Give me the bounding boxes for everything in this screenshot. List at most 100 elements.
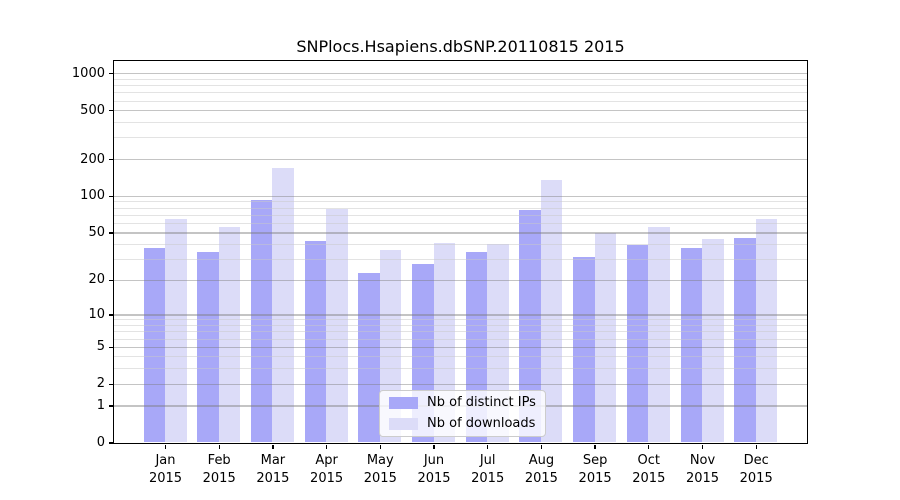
bar-distinct-ips-dec [734,237,756,443]
bar-downloads-dec [755,218,778,443]
gridline-100 [113,195,807,198]
gridline-2 [113,383,807,385]
x-tick-label-jan: Jan 2015 [148,453,183,486]
y-tick-label-1000: 1000 [71,65,105,81]
bar-distinct-ips-aug [519,210,541,443]
minor-gridline-70 [113,214,807,216]
minor-gridline-60 [113,222,807,224]
x-tick-mark-mar [272,444,274,449]
bar-distinct-ips-apr [304,241,327,443]
minor-gridline-3 [113,368,807,370]
y-tick-mark-0 [109,442,114,444]
chart-title: SNPlocs.Hsapiens.dbSNP.20110815 2015 [296,37,625,56]
bar-downloads-nov [702,239,724,443]
minor-gridline-40 [113,244,807,246]
bar-downloads-sep [594,233,617,443]
bar-downloads-jan [165,218,187,443]
bar-distinct-ips-oct [626,245,649,443]
y-tick-mark-20 [109,279,114,281]
bar-downloads-feb [218,227,241,443]
minor-gridline-400 [113,122,807,124]
x-tick-label-apr: Apr 2015 [310,453,344,486]
bar-downloads-oct [648,227,670,443]
gridline-500 [113,110,807,112]
gridline-50 [113,232,807,234]
x-tick-mark-dec [755,444,757,449]
y-tick-mark-500 [109,110,114,112]
minor-gridline-800 [113,85,807,87]
minor-gridline-4 [113,356,807,358]
minor-gridline-80 [113,207,807,209]
x-tick-mark-may [379,444,381,449]
gridline-10 [113,314,807,316]
gridline-5 [113,346,807,348]
y-tick-mark-5 [109,346,114,348]
y-tick-label-0: 0 [96,435,105,450]
legend-label-distinct-ips: Nb of distinct IPs [427,395,536,410]
gridline-200 [113,159,807,161]
legend-label-downloads: Nb of downloads [427,416,536,431]
x-tick-label-aug: Aug 2015 [524,453,558,486]
x-tick-mark-oct [648,444,650,449]
minor-gridline-900 [113,78,807,80]
y-tick-mark-200 [109,158,114,161]
y-tick-label-1: 1 [96,397,105,413]
bar-distinct-ips-jan [143,248,165,443]
y-tick-label-100: 100 [80,188,105,204]
bar-distinct-ips-may [358,272,380,443]
x-tick-label-mar: Mar 2015 [256,453,290,486]
bar-downloads-mar [272,167,294,443]
y-tick-label-5: 5 [96,339,105,355]
x-tick-mark-jun [433,444,435,449]
legend-item-downloads: Nb of downloads [380,416,545,433]
y-tick-mark-10 [109,314,114,316]
y-tick-label-500: 500 [80,102,105,118]
y-tick-mark-2 [109,383,114,385]
x-tick-label-sep: Sep 2015 [578,453,612,486]
bar-distinct-ips-nov [680,248,702,443]
x-tick-label-may: May 2015 [363,453,397,486]
minor-gridline-90 [113,201,807,203]
minor-gridline-9 [113,319,807,321]
legend-item-distinct-ips: Nb of distinct IPs [380,395,545,412]
minor-gridline-30 [113,258,807,260]
bar-downloads-aug [540,179,563,443]
bar-distinct-ips-feb [197,252,219,443]
minor-gridline-300 [113,137,807,139]
minor-gridline-700 [113,92,807,94]
x-tick-mark-jul [487,444,489,449]
y-tick-label-2: 2 [96,376,105,392]
bar-distinct-ips-sep [573,257,595,443]
legend-swatch-distinct-ips [389,396,418,410]
plot-area [112,59,808,444]
minor-gridline-6 [113,338,807,340]
x-tick-label-feb: Feb 2015 [202,453,236,486]
x-tick-mark-feb [218,444,220,449]
x-tick-mark-apr [325,444,328,449]
y-tick-mark-1000 [109,73,114,75]
x-tick-label-jun: Jun 2015 [417,453,451,486]
x-tick-label-nov: Nov 2015 [685,453,720,486]
x-tick-label-jul: Jul 2015 [471,453,505,486]
x-tick-mark-nov [701,444,704,449]
grid-layer [113,61,807,443]
y-tick-label-50: 50 [88,224,105,240]
y-tick-label-200: 200 [80,151,105,167]
minor-gridline-600 [113,100,807,102]
y-tick-mark-1 [109,405,114,407]
x-tick-label-oct: Oct 2015 [632,453,666,486]
y-tick-label-20: 20 [88,272,105,288]
y-tick-label-10: 10 [88,306,105,322]
x-tick-mark-aug [540,444,543,449]
y-tick-mark-100 [109,195,114,198]
x-tick-label-dec: Dec 2015 [739,453,773,486]
gridline-20 [113,279,807,281]
minor-gridline-8 [113,325,807,327]
legend-swatch-downloads [389,417,418,431]
x-tick-mark-sep [594,444,596,449]
y-tick-mark-50 [109,232,114,234]
bar-distinct-ips-mar [250,199,273,443]
minor-gridline-7 [113,331,807,333]
gridline-1000 [113,73,807,75]
x-tick-mark-jan [164,444,167,449]
